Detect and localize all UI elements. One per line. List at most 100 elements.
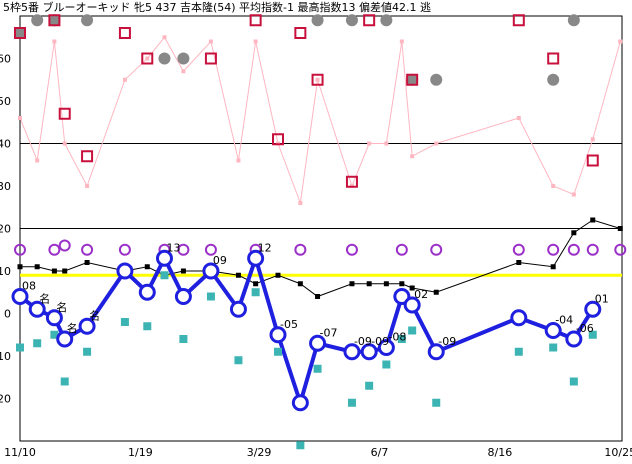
y-tick-label: 40 xyxy=(0,138,11,151)
main-point xyxy=(229,300,247,318)
red-point xyxy=(14,27,26,39)
teal-point xyxy=(313,364,322,373)
red-point xyxy=(204,52,217,65)
main-point xyxy=(403,296,421,314)
teal-point xyxy=(16,343,24,352)
x-tick-label: 1/19 xyxy=(128,446,153,459)
y-tick-label: 20 xyxy=(0,223,11,236)
red-point xyxy=(363,14,376,27)
pink-series-line xyxy=(19,36,621,204)
pink-point xyxy=(384,141,389,146)
purple-point xyxy=(567,243,580,256)
main-point xyxy=(78,317,96,335)
main-point xyxy=(138,283,156,301)
red-point xyxy=(58,107,71,120)
main-point xyxy=(202,262,220,280)
main-point xyxy=(269,326,287,344)
black-point xyxy=(297,281,303,287)
teal-point xyxy=(382,360,391,369)
black-point xyxy=(590,217,596,223)
pink-point xyxy=(367,141,372,146)
teal-point xyxy=(274,347,282,356)
gray-point xyxy=(81,14,94,27)
gray-point xyxy=(567,14,580,27)
main-point xyxy=(584,300,602,318)
data-label: -04 xyxy=(555,314,573,327)
gray-point xyxy=(380,14,393,27)
gray-point xyxy=(547,73,560,86)
data-label: -08 xyxy=(388,331,406,344)
pink-point xyxy=(62,141,67,146)
data-label: 名 xyxy=(89,308,100,322)
red-point xyxy=(118,27,131,39)
purple-point xyxy=(14,243,26,256)
gray-point xyxy=(311,14,324,27)
red-point xyxy=(272,133,284,146)
red-point xyxy=(48,14,61,27)
teal-point xyxy=(408,326,417,335)
y-tick-label: 60 xyxy=(0,53,11,66)
main-point xyxy=(343,343,361,361)
data-label: 12 xyxy=(258,241,272,254)
black-point xyxy=(409,285,415,291)
purple-point xyxy=(547,243,560,256)
black-point xyxy=(235,272,241,278)
purple-point xyxy=(586,243,599,256)
data-label: 名 xyxy=(56,300,67,314)
teal-point xyxy=(397,335,406,343)
data-label: -09 xyxy=(354,335,372,348)
black-point xyxy=(366,281,372,287)
pink-point xyxy=(399,39,404,44)
purple-point xyxy=(345,243,358,256)
main-point xyxy=(28,300,46,318)
teal-point xyxy=(347,398,356,407)
black-point xyxy=(571,230,577,236)
x-tick-label: 11/10 xyxy=(4,446,36,459)
black-point xyxy=(617,226,623,231)
main-point xyxy=(174,288,192,305)
main-point xyxy=(565,330,583,348)
teal-point xyxy=(588,330,597,339)
data-label: 01 xyxy=(595,292,609,305)
data-label: 名 xyxy=(67,321,78,335)
y-tick-label: 30 xyxy=(0,180,11,193)
main-point xyxy=(247,249,265,267)
main-point xyxy=(56,330,74,348)
main-point xyxy=(155,249,173,267)
pink-point xyxy=(315,77,320,82)
x-tick-label: 10/25 xyxy=(604,446,632,459)
pink-point xyxy=(551,184,556,188)
main-point xyxy=(360,343,378,361)
pink-point xyxy=(618,39,623,44)
gray-point xyxy=(177,52,190,65)
pink-point xyxy=(122,77,127,82)
purple-point xyxy=(430,243,443,256)
purple-point xyxy=(614,243,627,256)
black-point xyxy=(144,264,150,270)
pink-point xyxy=(208,39,213,44)
black-point xyxy=(433,289,439,295)
main-point xyxy=(11,288,29,305)
data-label: -09 xyxy=(371,335,389,348)
purple-point xyxy=(58,239,71,252)
purple-point xyxy=(294,243,307,256)
teal-point xyxy=(143,322,152,331)
pink-point xyxy=(516,116,521,120)
black-point xyxy=(253,281,259,287)
pink-point xyxy=(18,116,22,120)
pink-point xyxy=(35,158,40,163)
data-label: 09 xyxy=(213,254,227,267)
black-point xyxy=(383,281,389,287)
pink-point xyxy=(434,141,439,146)
y-tick-label: -20 xyxy=(0,393,11,406)
black-point xyxy=(17,264,23,270)
red-point xyxy=(81,150,94,163)
red-point xyxy=(249,14,262,27)
pink-point xyxy=(253,39,258,44)
data-label: 08 xyxy=(22,280,36,293)
teal-point xyxy=(251,288,260,297)
gray-point xyxy=(406,73,419,86)
gray-point xyxy=(14,27,26,39)
